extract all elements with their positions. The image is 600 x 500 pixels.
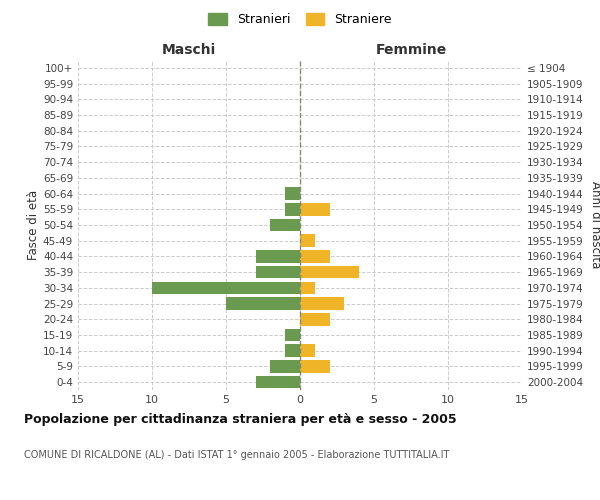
Bar <box>300 298 344 310</box>
Text: Femmine: Femmine <box>376 43 446 57</box>
Bar <box>226 298 300 310</box>
Bar <box>300 203 329 215</box>
Bar <box>256 250 300 262</box>
Bar <box>152 282 300 294</box>
Bar <box>256 266 300 278</box>
Bar <box>300 282 315 294</box>
Bar <box>285 344 300 357</box>
Bar <box>300 344 315 357</box>
Bar <box>285 203 300 215</box>
Text: Maschi: Maschi <box>162 43 216 57</box>
Bar <box>271 218 300 232</box>
Y-axis label: Fasce di età: Fasce di età <box>27 190 40 260</box>
Text: COMUNE DI RICALDONE (AL) - Dati ISTAT 1° gennaio 2005 - Elaborazione TUTTITALIA.: COMUNE DI RICALDONE (AL) - Dati ISTAT 1°… <box>24 450 449 460</box>
Text: Popolazione per cittadinanza straniera per età e sesso - 2005: Popolazione per cittadinanza straniera p… <box>24 412 457 426</box>
Bar <box>300 313 329 326</box>
Bar <box>300 234 315 247</box>
Bar <box>300 250 329 262</box>
Bar <box>300 266 359 278</box>
Legend: Stranieri, Straniere: Stranieri, Straniere <box>205 8 395 30</box>
Bar <box>285 188 300 200</box>
Bar <box>271 360 300 372</box>
Y-axis label: Anni di nascita: Anni di nascita <box>589 182 600 268</box>
Bar <box>285 328 300 342</box>
Bar <box>300 360 329 372</box>
Bar <box>256 376 300 388</box>
